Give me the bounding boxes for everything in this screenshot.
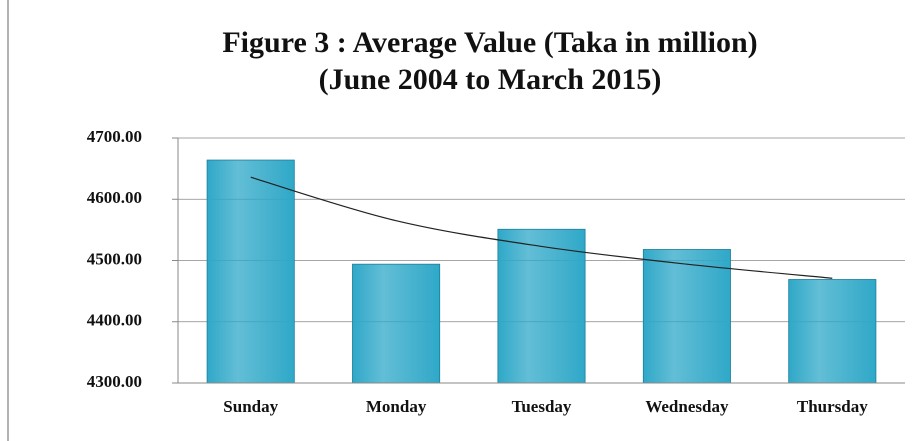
x-tick-label: Sunday <box>223 397 278 416</box>
x-tick-label: Wednesday <box>645 397 729 416</box>
y-tick-label: 4700.00 <box>87 127 142 146</box>
y-tick-label: 4500.00 <box>87 249 142 268</box>
y-tick-label: 4400.00 <box>87 311 142 330</box>
x-tick-label: Tuesday <box>512 397 572 416</box>
bar <box>206 159 295 384</box>
bar <box>352 263 441 384</box>
bar <box>497 228 586 384</box>
x-tick-label: Thursday <box>797 397 868 416</box>
bar <box>642 249 731 384</box>
trendline <box>250 176 833 279</box>
x-tick-label: Monday <box>366 397 427 416</box>
y-tick-label: 4600.00 <box>87 188 142 207</box>
chart-title: Figure 3 : Average Value (Taka in millio… <box>222 26 757 59</box>
bar <box>788 279 877 384</box>
y-tick-label: 4300.00 <box>87 372 142 391</box>
chart-subtitle: (June 2004 to March 2015) <box>319 63 662 96</box>
